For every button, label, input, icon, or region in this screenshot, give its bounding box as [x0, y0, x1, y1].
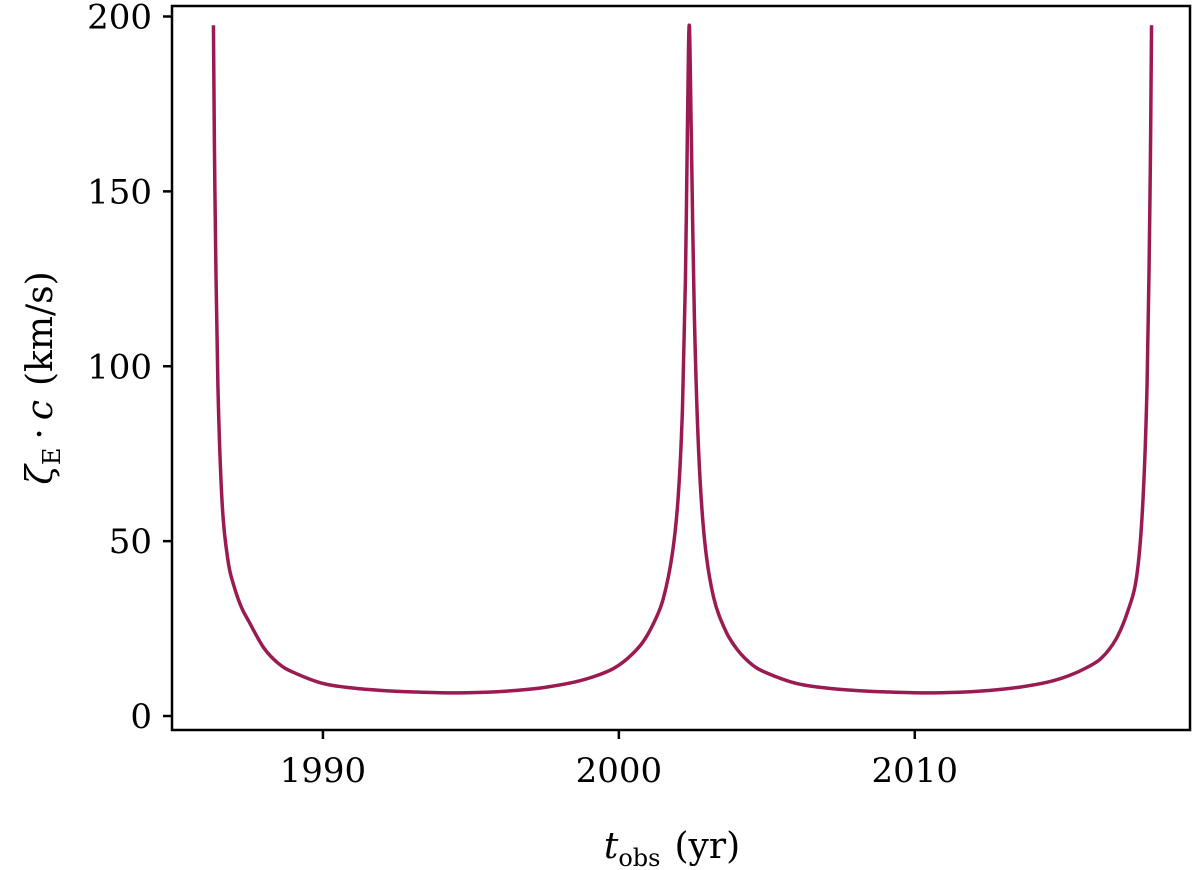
y-tick-label: 0 — [130, 697, 152, 737]
x-axis-label-unit: (yr) — [674, 826, 740, 867]
x-tick-label: 2000 — [576, 751, 663, 791]
x-axis-label-subscript: obs — [618, 844, 660, 870]
y-axis-label-subscript: E — [38, 448, 66, 466]
x-axis-ticks: 1990 2000 2010 — [280, 730, 958, 791]
y-axis-label-operator: · — [20, 428, 61, 439]
x-axis-label-symbol: t — [604, 826, 619, 867]
series-line-0 — [211, 23, 1154, 695]
series-layer — [211, 23, 1154, 695]
y-axis-label: ζE · c (km/s) — [20, 271, 66, 484]
y-axis-ticks: 0 50 100 150 200 — [87, 0, 172, 737]
plot-area — [170, 4, 1192, 732]
y-axis-label-symbol2: c — [20, 400, 61, 420]
y-tick-label: 150 — [87, 172, 152, 212]
y-axis-label-symbol: ζ — [20, 463, 61, 485]
y-axis-label-unit: (km/s) — [20, 271, 61, 386]
axes-frame — [170, 4, 1192, 732]
x-axis-label: tobs (yr) — [604, 826, 740, 870]
x-tick-label: 2010 — [872, 751, 959, 791]
y-tick-label: 100 — [87, 347, 152, 387]
x-tick-label: 1990 — [280, 751, 367, 791]
y-tick-label: 200 — [87, 0, 152, 37]
y-tick-label: 50 — [109, 522, 152, 562]
